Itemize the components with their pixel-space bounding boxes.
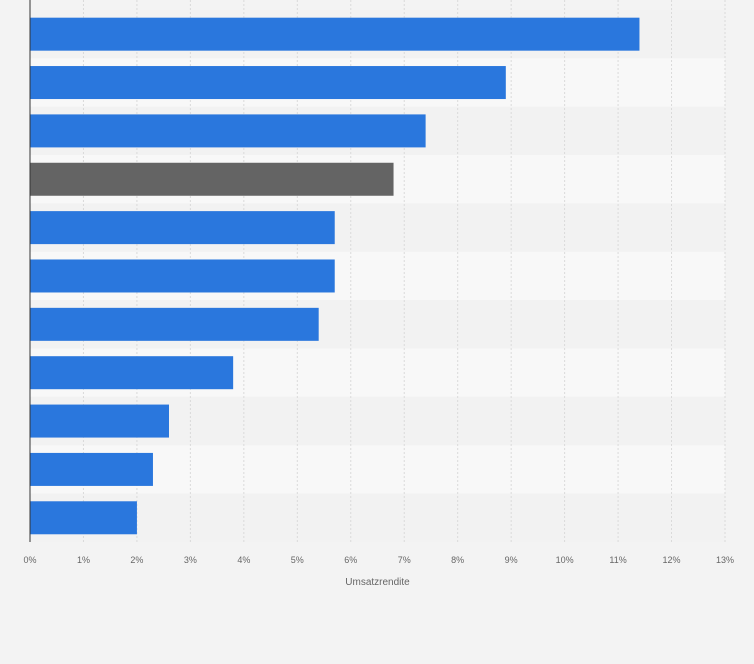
bar[interactable]: [30, 66, 506, 100]
bar[interactable]: [30, 404, 169, 438]
row-band: [30, 493, 725, 542]
x-tick-label: 9%: [505, 555, 518, 565]
x-tick-label: 5%: [291, 555, 304, 565]
x-tick-label: 1%: [77, 555, 90, 565]
x-tick-label: 0%: [23, 555, 36, 565]
bar[interactable]: [30, 17, 640, 51]
bar[interactable]: [30, 452, 153, 486]
x-tick-label: 13%: [716, 555, 734, 565]
x-tick-label: 4%: [237, 555, 250, 565]
bars: [30, 17, 640, 535]
x-tick-label: 8%: [451, 555, 464, 565]
x-tick-label: 10%: [556, 555, 574, 565]
x-axis-title: Umsatzrendite: [345, 577, 410, 588]
x-tick-label: 7%: [398, 555, 411, 565]
x-axis-tick-labels: 0% 1% 2% 3% 4% 5% 6% 7% 8% 9% 10% 11% 12% 13%: [23, 555, 734, 565]
x-tick-label: 11%: [609, 555, 626, 565]
bar[interactable]: [30, 501, 137, 535]
x-tick-label: 3%: [184, 555, 197, 565]
x-tick-label: 6%: [344, 555, 357, 565]
x-tick-label: 2%: [130, 555, 143, 565]
x-tick-label: 12%: [663, 555, 681, 565]
bar[interactable]: [30, 114, 426, 148]
bar[interactable]: [30, 356, 234, 390]
bar[interactable]: [30, 259, 335, 293]
bar[interactable]: [30, 162, 394, 196]
bar[interactable]: [30, 211, 335, 245]
bar[interactable]: [30, 307, 319, 341]
